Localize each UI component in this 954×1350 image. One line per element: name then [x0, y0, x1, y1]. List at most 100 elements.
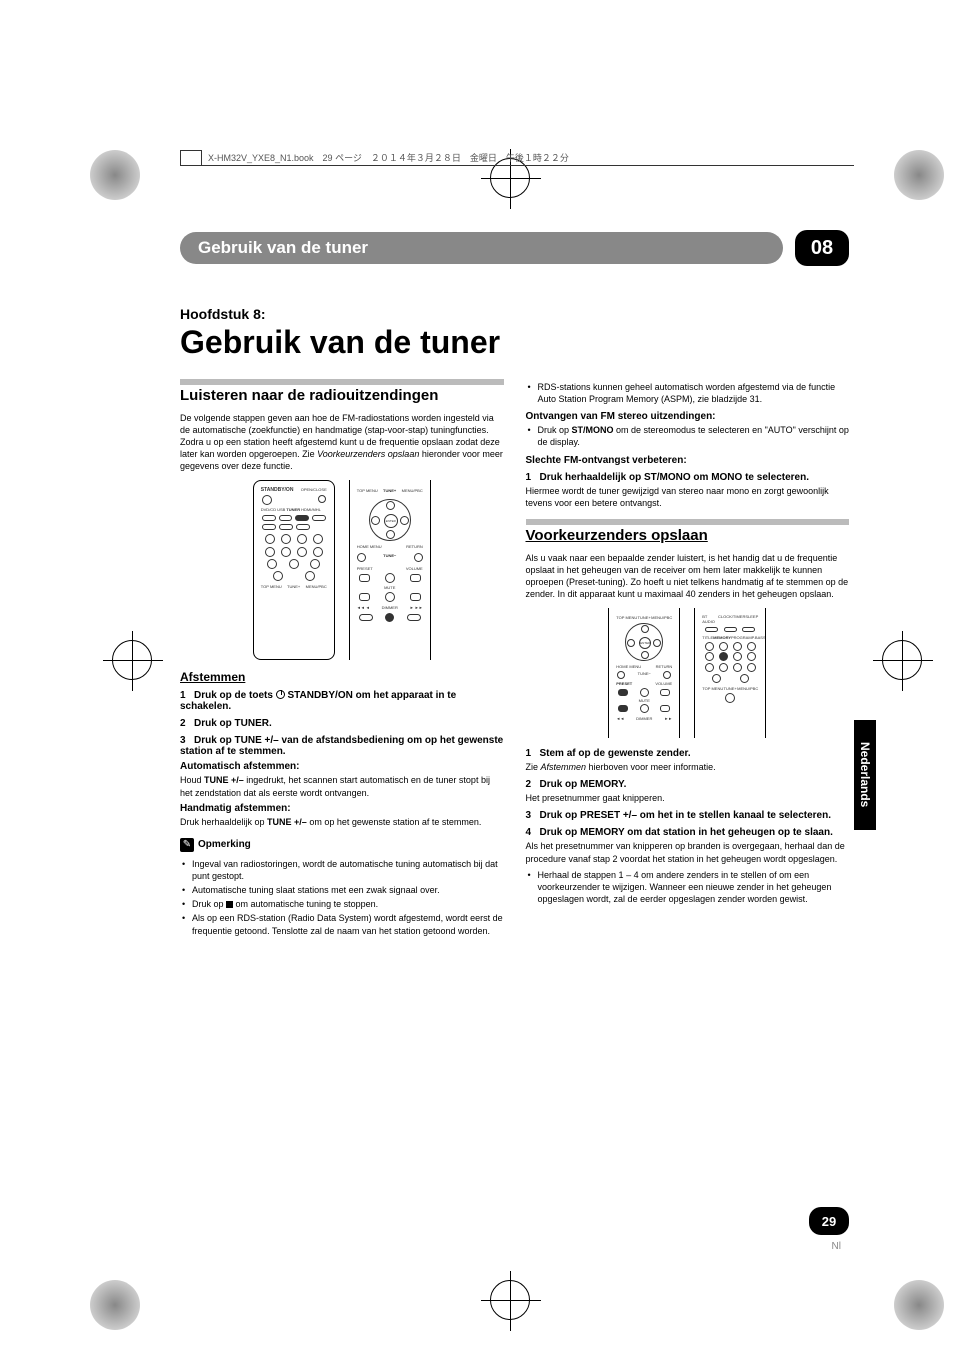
v-step-1: 1Stem af op de gewenste zender. — [526, 748, 850, 759]
remote-diagram-right: TOP MENU TUNE+ MENU/PBC ENTER — [349, 480, 431, 660]
remote-fragment-right: BT AUDIO CLOCK/TIMER SLEEP TITLE MEMORY — [694, 608, 766, 738]
remote-stop-btn — [385, 613, 394, 622]
v-step-3-text: Druk op PRESET +/– om het in te stellen … — [540, 810, 832, 821]
slechte-paragraph: Hiermee wordt de tuner gewijzigd van ste… — [526, 485, 850, 509]
auto-paragraph: Houd TUNE +/– ingedrukt, het scannen sta… — [180, 774, 504, 798]
page-number-badge: 29 — [809, 1207, 849, 1235]
slechte-step: 1Druk herhaaldelijk op ST/MONO om MONO t… — [526, 472, 850, 483]
remote-src-btn — [262, 515, 276, 521]
remote-num-btn — [297, 547, 307, 557]
remote-return-btn — [414, 553, 423, 562]
remote-preset-label: PRESET — [616, 681, 632, 686]
step-3-text: Druk op TUNE +/– van de afstandsbedienin… — [180, 735, 503, 757]
remote-usb-label: USB — [277, 507, 285, 512]
remote-vol-btn — [410, 574, 421, 582]
bullet-item: Als op een RDS-station (Radio Data Syste… — [192, 912, 504, 936]
remote-preset-btn — [359, 593, 370, 601]
remote-nav-ring: ENTER — [625, 623, 663, 661]
remote-topmenu-label: TOP MENU — [357, 488, 378, 493]
remote-btn — [640, 704, 649, 713]
remote-menu-label: MENU/PBC — [306, 584, 327, 589]
remote-skip-btn — [407, 614, 421, 621]
remote-num-btn — [733, 642, 742, 651]
remote-skip-btn — [359, 614, 373, 621]
remote-tune-label: TUNE+ — [383, 488, 396, 493]
remote-enter-btn: ENTER — [384, 514, 398, 528]
remote-right-btn — [400, 516, 409, 525]
remote-volume-label: VOLUME — [655, 681, 672, 686]
remote-src-btn — [279, 515, 293, 521]
remote-num-btn — [281, 534, 291, 544]
main-title: Gebruik van de tuner — [180, 324, 849, 361]
remote-hdmi-label: HDMI/MHL — [301, 507, 321, 512]
remote-src-btn — [296, 524, 310, 530]
remote-btn — [705, 627, 718, 632]
step-2: 2Druk op TUNER. — [180, 718, 504, 729]
remote-num-btn — [281, 547, 291, 557]
auto-heading: Automatisch afstemmen: — [180, 761, 504, 772]
v-step-4-sub: Als het presetnummer van knipperen op br… — [526, 840, 850, 864]
bullet-item: Druk op ST/MONO om de stereomodus te sel… — [538, 424, 850, 448]
remote-enter-btn: ENTER — [639, 637, 651, 649]
remote-num-btn — [310, 559, 320, 569]
remote-src-btn — [262, 524, 276, 530]
remote-play-btn — [385, 573, 395, 583]
intro-paragraph: De volgende stappen geven aan hoe de FM-… — [180, 412, 504, 473]
remote-diagram-row-2: TOP MENU TUNE+ MENU/PBC ENTER — [526, 608, 850, 738]
remote-tune-label: TUNE+ — [287, 584, 300, 589]
remote-num-btn — [313, 534, 323, 544]
page-lang-code: Nl — [832, 1241, 841, 1252]
remote-num-btn — [719, 663, 728, 672]
step-3: 3Druk op TUNE +/– van de afstandsbedieni… — [180, 735, 504, 757]
remote-menu-label: MENU/PBC — [651, 615, 672, 620]
remote-vol-btn — [410, 593, 421, 601]
fm-stereo-heading: Ontvangen van FM stereo uitzendingen: — [526, 411, 850, 422]
v-step-2-sub: Het presetnummer gaat knipperen. — [526, 792, 850, 804]
remote-num-btn — [747, 642, 756, 651]
remote-volume-label: VOLUME — [406, 566, 423, 571]
remote-num-btn — [289, 559, 299, 569]
remote-left-btn — [371, 516, 380, 525]
crop-mark-tr — [894, 150, 944, 200]
remote-tune-label: TUNE+ — [638, 615, 651, 620]
remote-num-btn — [265, 534, 275, 544]
right-column: RDS-stations kunnen geheel automatisch w… — [526, 379, 850, 943]
language-tab: Nederlands — [854, 720, 876, 830]
slechte-step-text: Druk herhaaldelijk op ST/MONO om MONO te… — [540, 472, 810, 483]
remote-up-btn — [725, 693, 735, 703]
remote-preset-btn — [618, 689, 628, 696]
remote-return-label: RETURN — [406, 544, 423, 549]
section-title-pill: Gebruik van de tuner — [180, 232, 783, 264]
remote-src-btn — [279, 524, 293, 530]
remote-home-btn — [357, 553, 366, 562]
remote-fragment-left: TOP MENU TUNE+ MENU/PBC ENTER — [608, 608, 680, 738]
bullet-item: RDS-stations kunnen geheel automatisch w… — [538, 381, 850, 405]
voorkeur-paragraph: Als u vaak naar een bepaalde zender luis… — [526, 552, 850, 601]
remote-btn — [640, 688, 649, 697]
remote-mute-label: MUTE — [354, 583, 426, 592]
remote-right-btn — [653, 639, 661, 647]
remote-num-btn — [740, 674, 749, 683]
remote-num-btn — [747, 652, 756, 661]
chapter-number-badge: 08 — [795, 230, 849, 266]
v-step-2-text: Druk op MEMORY. — [540, 779, 627, 790]
remote-bt-label: BT AUDIO — [702, 614, 718, 624]
remote-mute-btn — [385, 592, 395, 602]
bullet-item: Automatische tuning slaat stations met e… — [192, 884, 504, 896]
reg-mark-left — [112, 640, 152, 680]
intro-ref-italic: Voorkeurzenders opslaan — [317, 449, 419, 459]
remote-num-btn — [313, 547, 323, 557]
book-icon — [180, 150, 202, 166]
remote-menu-label: MENU/PBC — [402, 488, 423, 493]
bullet-item: Ingeval van radiostoringen, wordt de aut… — [192, 858, 504, 882]
remote-topmenu-label: TOP MENU — [261, 584, 282, 589]
remote-tunem-label: TUNE− — [383, 553, 396, 562]
section-divider — [180, 379, 504, 385]
remote-up-btn — [386, 501, 395, 510]
left-column: Luisteren naar de radiouitzendingen De v… — [180, 379, 504, 943]
remote-open-btn — [318, 495, 326, 503]
chapter-label: Hoofdstuk 8: — [180, 306, 849, 322]
remote-topmenu-label: TOP MENU — [616, 615, 637, 620]
remote-num-5-btn — [719, 652, 728, 661]
remote-tunem-label: TUNE− — [638, 671, 651, 679]
